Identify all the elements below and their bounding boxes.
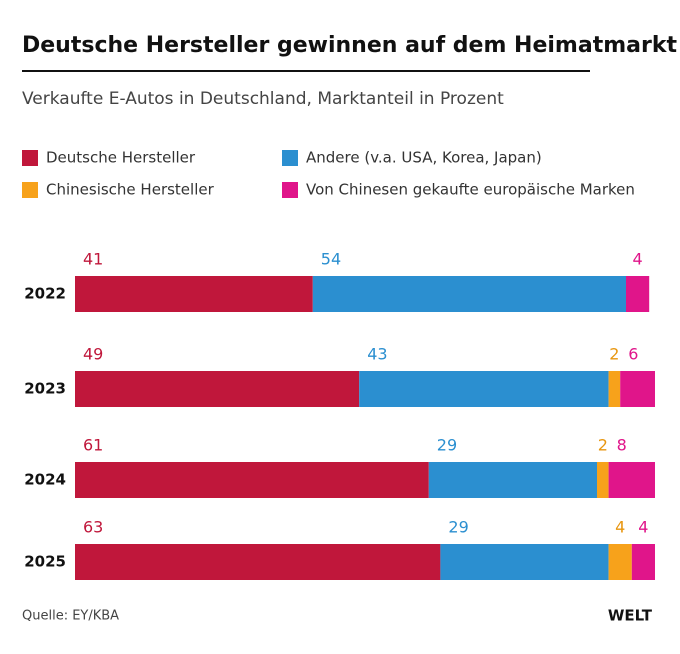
legend-label: Von Chinesen gekaufte europäische Marken — [306, 181, 635, 199]
value-label: 2 — [609, 345, 619, 364]
bar-segment — [608, 544, 632, 580]
value-label: 2 — [598, 436, 608, 455]
y-tick-label: 2022 — [24, 285, 66, 303]
y-tick-label: 2023 — [24, 380, 66, 398]
bar-segment — [597, 462, 609, 498]
y-tick-label: 2025 — [24, 553, 66, 571]
legend-swatch — [22, 182, 38, 198]
legend-swatch — [282, 182, 298, 198]
value-label: 43 — [367, 345, 387, 364]
bar-segment — [75, 371, 360, 407]
legend-label: Deutsche Hersteller — [46, 149, 196, 167]
value-label: 41 — [83, 250, 103, 269]
legend-swatch — [282, 150, 298, 166]
bar-segment — [359, 371, 609, 407]
legend-swatch — [22, 150, 38, 166]
value-label: 8 — [617, 436, 627, 455]
bar-segment — [75, 276, 313, 312]
value-label: 6 — [628, 345, 638, 364]
bar-segment — [620, 371, 655, 407]
bar-segment — [440, 544, 609, 580]
bar-segment — [626, 276, 650, 312]
value-label: 63 — [83, 518, 103, 537]
bar-segment — [75, 544, 441, 580]
value-label: 61 — [83, 436, 103, 455]
value-label: 54 — [321, 250, 341, 269]
chart-title: Deutsche Hersteller gewinnen auf dem Hei… — [22, 33, 677, 58]
legend-label: Chinesische Hersteller — [46, 181, 215, 199]
bar-segment — [312, 276, 626, 312]
value-label: 29 — [437, 436, 457, 455]
value-label: 4 — [638, 518, 648, 537]
value-label: 4 — [633, 250, 643, 269]
bar-segment — [428, 462, 597, 498]
bar-segment — [608, 462, 655, 498]
value-label: 49 — [83, 345, 103, 364]
bar-segment — [631, 544, 655, 580]
chart-subtitle: Verkaufte E-Autos in Deutschland, Markta… — [22, 89, 504, 109]
value-label: 29 — [448, 518, 468, 537]
legend-label: Andere (v.a. USA, Korea, Japan) — [306, 149, 542, 167]
value-label: 4 — [615, 518, 625, 537]
y-tick-label: 2024 — [24, 471, 66, 489]
bar-segment — [75, 462, 429, 498]
bar-segment — [608, 371, 621, 407]
logo: WELT — [608, 607, 653, 625]
source: Quelle: EY/KBA — [22, 609, 119, 624]
